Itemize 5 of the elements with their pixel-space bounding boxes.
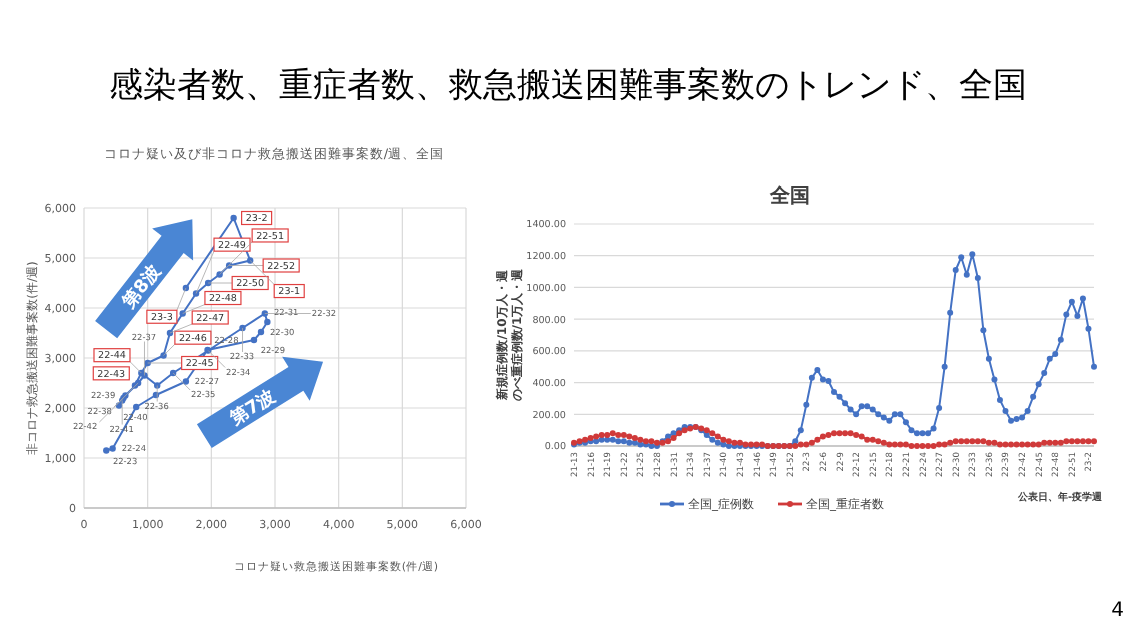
chart-title: 全国 xyxy=(768,184,810,208)
annotation: 第7波 xyxy=(224,384,281,432)
annotation: 第8波 xyxy=(117,259,168,315)
text: 感染者数、重症者数、救急搬送困難事案数のトレンド、全国 xyxy=(109,66,1027,106)
text: 4 xyxy=(1111,600,1124,622)
